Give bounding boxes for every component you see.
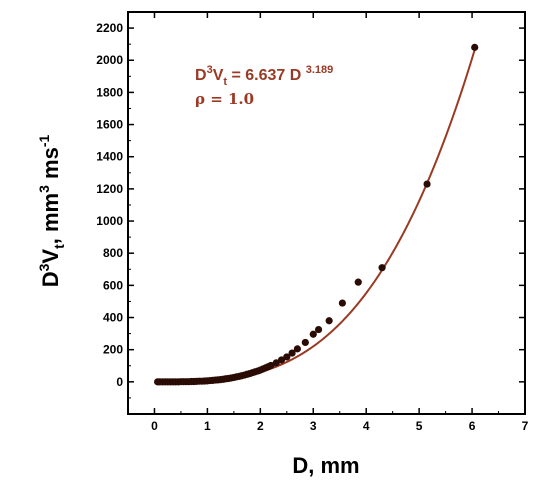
y-axis-title: D3Vt, mm3 ms-1 xyxy=(36,135,67,288)
y-tick-label: 1800 xyxy=(96,85,123,99)
y-tick-label: 200 xyxy=(103,343,123,357)
data-point xyxy=(314,325,323,334)
x-tick-label: 4 xyxy=(363,419,370,433)
data-point xyxy=(471,43,479,51)
data-point xyxy=(277,356,286,364)
data-point xyxy=(378,264,386,272)
data-point xyxy=(423,180,431,188)
x-tick-label: 1 xyxy=(204,419,211,433)
data-point xyxy=(272,359,280,367)
x-tick-label: 0 xyxy=(151,419,158,433)
y-tick-label: 2200 xyxy=(96,21,123,35)
y-axis-ticks: 0 200 400 600 800 1000 1200 1400 1600 1800 2000 220… xyxy=(96,21,525,399)
ylabel-unit: , mm xyxy=(38,193,63,244)
y-tick-label: 2000 xyxy=(96,53,123,67)
data-point xyxy=(338,299,346,307)
x-tick-label: 3 xyxy=(310,419,317,433)
x-tick-label: 6 xyxy=(469,419,476,433)
y-tick-label: 1000 xyxy=(96,214,123,228)
x-tick-label: 7 xyxy=(522,419,529,433)
ylabel-sup2: 3 xyxy=(36,185,52,193)
data-point xyxy=(301,338,309,347)
ylabel-sup1: 3 xyxy=(36,263,52,271)
eq-lhs-base: D xyxy=(195,67,207,84)
correlation-rho: ρ = 1.0 xyxy=(195,90,254,108)
data-points xyxy=(154,43,479,386)
data-point xyxy=(309,330,317,338)
data-point xyxy=(293,345,301,353)
data-point xyxy=(283,353,291,361)
ylabel-unit2: ms xyxy=(38,147,63,185)
data-point xyxy=(325,317,333,325)
eq-lhs-mid: V xyxy=(213,67,224,84)
y-tick-label: 1600 xyxy=(96,118,123,132)
eq-lhs-sub: t xyxy=(223,76,227,88)
ylabel-mid: V xyxy=(38,249,63,264)
eq-rhs: = 6.637 D xyxy=(227,67,306,84)
x-tick-label: 5 xyxy=(416,419,423,433)
y-tick-label: 0 xyxy=(116,375,123,389)
ylabel-sup3: -1 xyxy=(36,135,52,148)
ylabel-sub: t xyxy=(51,244,67,249)
eq-exponent: 3.189 xyxy=(306,64,334,76)
fit-equation: D3Vt = 6.637 D 3.189 xyxy=(195,64,333,88)
x-tick-label: 2 xyxy=(257,419,264,433)
x-axis-ticks: 0 1 2 3 4 5 6 7 xyxy=(127,12,529,433)
eq-lhs-sup: 3 xyxy=(207,64,213,76)
plot-frame xyxy=(127,11,526,415)
y-tick-label: 800 xyxy=(103,246,123,260)
y-tick-label: 1200 xyxy=(96,182,123,196)
y-tick-label: 1400 xyxy=(96,150,123,164)
ylabel-base: D xyxy=(38,271,63,287)
y-tick-label: 600 xyxy=(103,278,123,292)
x-axis-title: D, mm xyxy=(292,453,359,478)
data-point xyxy=(288,349,296,357)
data-point xyxy=(354,278,362,286)
y-tick-label: 400 xyxy=(103,311,123,325)
